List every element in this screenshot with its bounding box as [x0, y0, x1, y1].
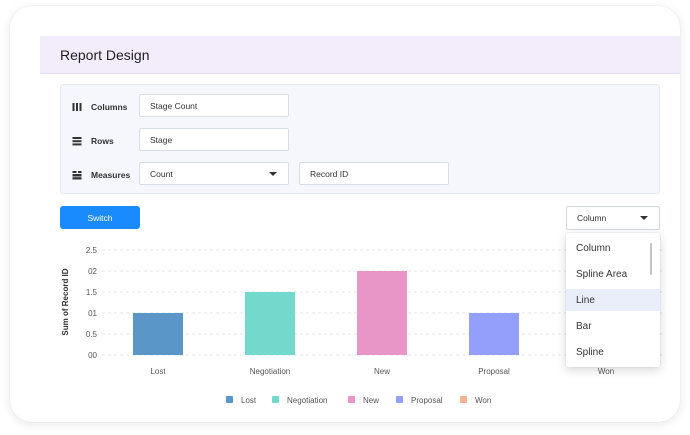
switch-button[interactable]: Switch — [60, 206, 140, 229]
bar-new — [357, 271, 407, 355]
chevron-down-icon — [640, 216, 648, 220]
y-tick-label: 02 — [88, 267, 97, 276]
x-tick-label: Lost — [150, 367, 166, 376]
measures-icon — [72, 171, 82, 180]
y-tick-label: 2.5 — [86, 246, 98, 255]
report-header: Report Design — [40, 36, 680, 74]
rows-field[interactable]: Stage — [139, 128, 289, 151]
dropdown-option-label: Column — [576, 242, 611, 254]
chart-type-value: Column — [577, 213, 607, 223]
legend-label-won: Won — [475, 396, 491, 405]
y-tick-label: 01 — [88, 309, 97, 318]
bar-proposal — [469, 313, 519, 355]
dropdown-option-line[interactable]: Line — [566, 289, 660, 311]
dropdown-option-column[interactable]: Column — [566, 237, 660, 259]
legend-label-lost: Lost — [241, 396, 257, 405]
config-panel: Columns Stage Count Rows Stage Measures … — [60, 84, 660, 194]
legend-label-new: New — [363, 396, 379, 405]
measures-field[interactable]: Record ID — [299, 162, 449, 185]
measures-aggregate-value: Count — [150, 168, 173, 179]
legend-swatch-proposal — [396, 396, 403, 403]
chart-type-dropdown: Column Spline Area Line Bar Spline — [566, 233, 660, 367]
measures-aggregate-select[interactable]: Count — [139, 162, 289, 185]
rows-label: Rows — [91, 136, 114, 146]
dropdown-option-label: Bar — [576, 320, 592, 332]
columns-label: Columns — [91, 102, 128, 112]
columns-value: Stage Count — [150, 100, 198, 111]
x-tick-label: New — [374, 367, 390, 376]
y-tick-label: 1.5 — [86, 288, 98, 297]
legend-swatch-new — [348, 396, 355, 403]
dropdown-option-bar[interactable]: Bar — [566, 315, 660, 337]
dropdown-option-label: Spline Area — [576, 268, 628, 280]
bar-lost — [133, 313, 183, 355]
rows-value: Stage — [150, 134, 173, 145]
columns-icon — [72, 103, 82, 111]
y-axis-label: Sum of Record ID — [61, 268, 70, 335]
legend-label-negotiation: Negotiation — [287, 396, 327, 405]
legend-swatch-won — [460, 396, 467, 403]
x-tick-label: Proposal — [478, 367, 510, 376]
measures-field-value: Record ID — [310, 168, 349, 179]
legend-swatch-negotiation — [272, 396, 279, 403]
dropdown-scrollbar[interactable] — [650, 243, 652, 275]
dropdown-option-label: Spline — [576, 346, 604, 358]
x-tick-label: Won — [598, 367, 614, 376]
x-tick-label: Negotiation — [250, 367, 290, 376]
dropdown-option-spline[interactable]: Spline — [566, 341, 660, 363]
columns-field[interactable]: Stage Count — [139, 94, 289, 117]
switch-button-label: Switch — [87, 212, 113, 223]
y-tick-label: 00 — [88, 351, 97, 360]
chevron-down-icon — [269, 172, 277, 176]
dropdown-option-spline-area[interactable]: Spline Area — [566, 263, 660, 285]
bar-negotiation — [245, 292, 295, 355]
legend-label-proposal: Proposal — [411, 396, 443, 405]
chart-type-select[interactable]: Column — [566, 206, 660, 230]
rows-icon — [72, 137, 82, 146]
legend-swatch-lost — [226, 396, 233, 403]
dropdown-option-label: Line — [576, 294, 595, 306]
measures-label: Measures — [91, 170, 131, 180]
y-tick-label: 0.5 — [86, 330, 98, 339]
page-title: Report Design — [60, 46, 150, 63]
